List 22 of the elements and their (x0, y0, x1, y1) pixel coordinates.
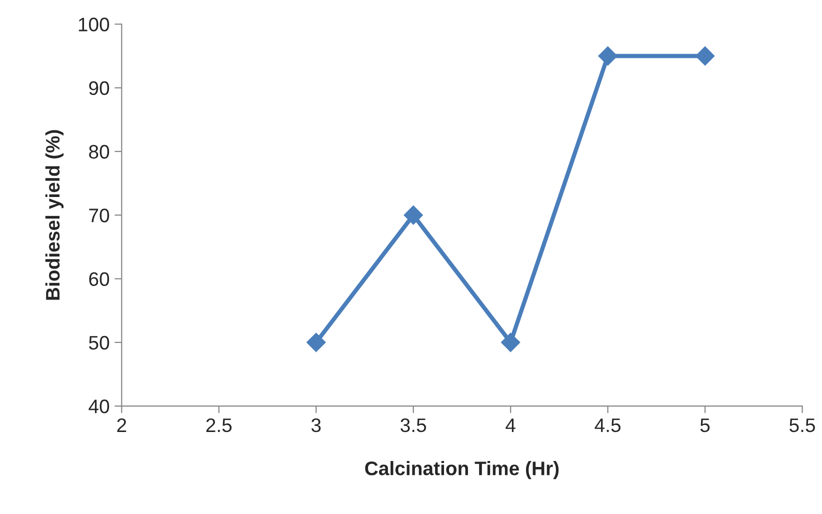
y-tick-label: 70 (89, 208, 110, 222)
x-tick-label: 3.5 (400, 418, 426, 432)
y-tick-label: 40 (88, 400, 110, 414)
point (306, 332, 326, 352)
x-tick-label: 3 (311, 418, 321, 432)
y-tick-label: 50 (89, 336, 110, 350)
x-tick-label: 5 (700, 418, 710, 432)
y-axis-title: Biodiesel yield (%) (45, 130, 64, 300)
point (501, 332, 520, 352)
point (598, 46, 618, 66)
y-tick-label: 90 (89, 81, 110, 96)
x-axis-title: Calcination Time (Hr) (365, 460, 559, 480)
x-tick-label: 2.5 (206, 418, 232, 432)
y-tick-label: 80 (89, 144, 110, 159)
point (404, 206, 423, 225)
x-tick-label: 4.5 (594, 418, 621, 432)
x-tick-label: 5.5 (790, 418, 815, 432)
x-tick-label: 2 (117, 418, 126, 432)
y-tick-label: 100 (78, 18, 110, 32)
x-tick-label: 4 (506, 418, 516, 432)
y-tick-label: 60 (89, 272, 110, 286)
point (696, 46, 715, 66)
